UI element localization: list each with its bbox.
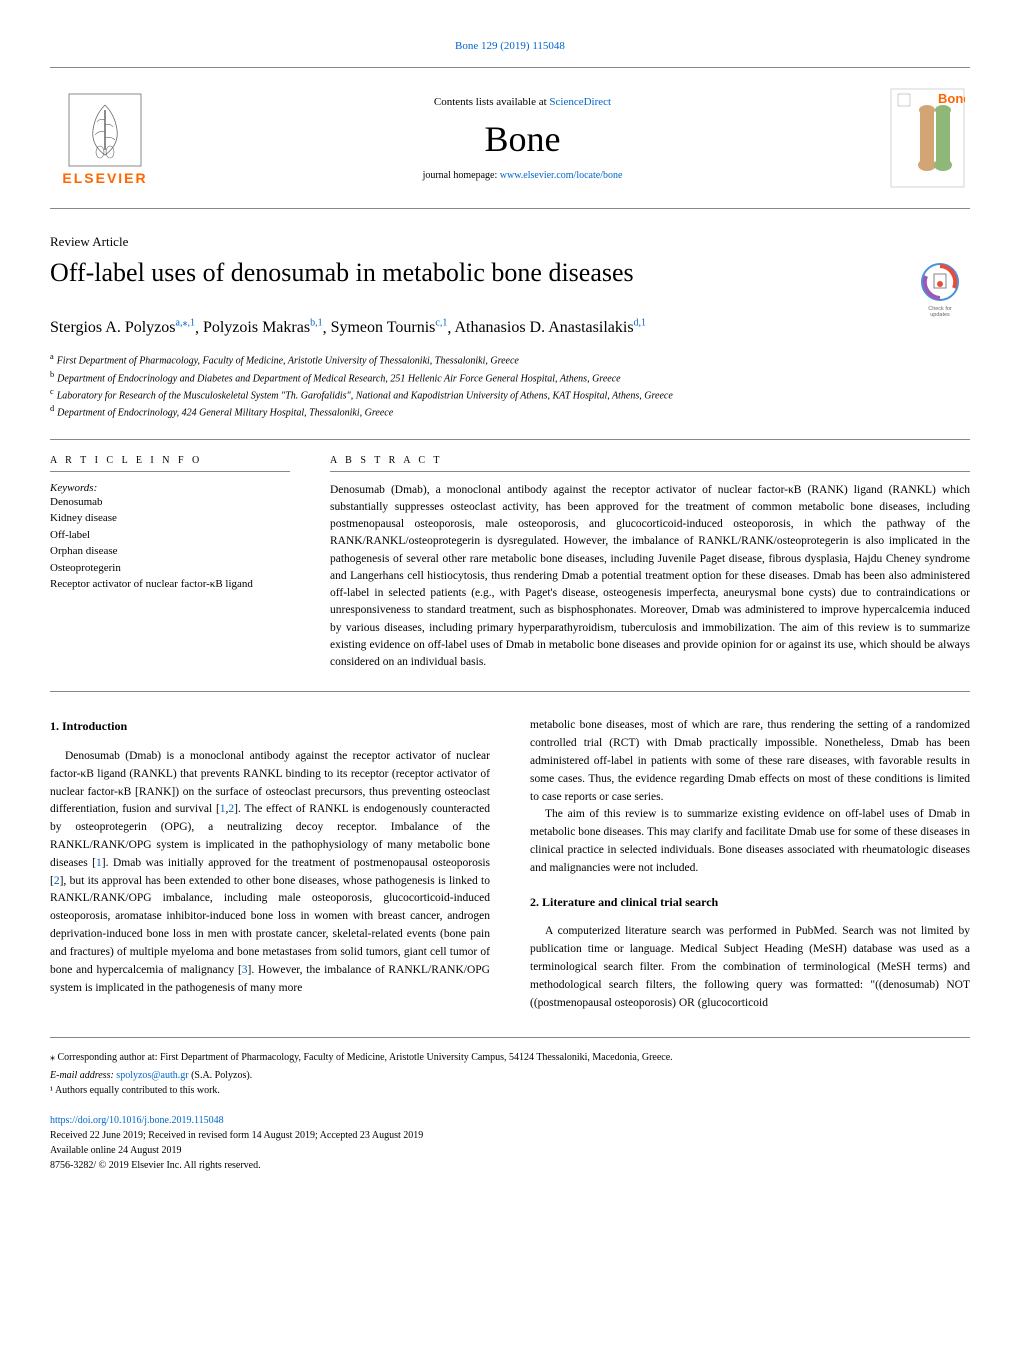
author: Symeon Tournisc,1: [331, 319, 448, 336]
keyword: Receptor activator of nuclear factor-κB …: [50, 576, 290, 593]
doi-link[interactable]: https://doi.org/10.1016/j.bone.2019.1150…: [50, 1115, 224, 1126]
bone-cover-icon: Bone: [890, 88, 965, 188]
info-abstract-row: A R T I C L E I N F O Keywords: Denosuma…: [50, 455, 970, 672]
homepage-prefix: journal homepage:: [423, 170, 500, 181]
contents-line: Contents lists available at ScienceDirec…: [160, 96, 885, 108]
keywords-list: Denosumab Kidney disease Off-label Orpha…: [50, 494, 290, 593]
doi-line: https://doi.org/10.1016/j.bone.2019.1150…: [50, 1113, 970, 1128]
author-list: Stergios A. Polyzosa,⁎,1, Polyzois Makra…: [50, 318, 970, 337]
author: Polyzois Makrasb,1: [203, 319, 323, 336]
sciencedirect-link[interactable]: ScienceDirect: [549, 96, 611, 108]
copyright-line: 8756-3282/ © 2019 Elsevier Inc. All righ…: [50, 1158, 970, 1173]
masthead-center: Contents lists available at ScienceDirec…: [160, 96, 885, 181]
body-paragraph: A computerized literature search was per…: [530, 923, 970, 1012]
affiliation: bDepartment of Endocrinology and Diabete…: [50, 370, 970, 384]
ref-link[interactable]: 2: [54, 875, 60, 887]
author: Stergios A. Polyzosa,⁎,1: [50, 319, 195, 336]
email-link[interactable]: spolyzos@auth.gr: [116, 1070, 188, 1081]
issue-link[interactable]: Bone 129 (2019) 115048: [455, 40, 565, 52]
ref-link[interactable]: 1: [220, 803, 226, 815]
section-heading: 1. Introduction: [50, 717, 490, 736]
body-column-left: 1. Introduction Denosumab (Dmab) is a mo…: [50, 717, 490, 1012]
article-info-heading: A R T I C L E I N F O: [50, 455, 290, 466]
elsevier-tree-icon: [65, 90, 145, 170]
article-info-box: A R T I C L E I N F O Keywords: Denosuma…: [50, 455, 290, 672]
corresponding-author: ⁎ Corresponding author at: First Departm…: [50, 1050, 970, 1065]
body-paragraph: metabolic bone diseases, most of which a…: [530, 717, 970, 806]
elsevier-label: ELSEVIER: [62, 170, 147, 186]
abstract-text: Denosumab (Dmab), a monoclonal antibody …: [330, 482, 970, 672]
body-paragraph: The aim of this review is to summarize e…: [530, 806, 970, 877]
affiliation: aFirst Department of Pharmacology, Facul…: [50, 352, 970, 366]
ref-link[interactable]: 1: [96, 857, 102, 869]
affiliation: cLaboratory for Research of the Musculos…: [50, 387, 970, 401]
keyword: Off-label: [50, 527, 290, 544]
body-columns: 1. Introduction Denosumab (Dmab) is a mo…: [50, 717, 970, 1012]
check-updates-icon: Check for updates: [910, 258, 970, 318]
svg-text:updates: updates: [930, 312, 950, 318]
check-updates-badge[interactable]: Check for updates: [910, 258, 970, 318]
article-title: Off-label uses of denosumab in metabolic…: [50, 258, 910, 288]
contents-prefix: Contents lists available at: [434, 96, 549, 108]
keyword: Osteoprotegerin: [50, 560, 290, 577]
footer-section: ⁎ Corresponding author at: First Departm…: [50, 1037, 970, 1173]
email-author: (S.A. Polyzos).: [189, 1070, 253, 1081]
equal-contribution-note: ¹ Authors equally contributed to this wo…: [50, 1083, 970, 1098]
journal-cover: Bone: [885, 83, 970, 193]
received-line: Received 22 June 2019; Received in revis…: [50, 1128, 970, 1143]
email-label: E-mail address:: [50, 1070, 116, 1081]
divider: [50, 691, 970, 692]
body-paragraph: Denosumab (Dmab) is a monoclonal antibod…: [50, 748, 490, 997]
keyword: Orphan disease: [50, 543, 290, 560]
affiliation: dDepartment of Endocrinology, 424 Genera…: [50, 404, 970, 418]
divider: [50, 439, 970, 440]
header-top-link: Bone 129 (2019) 115048: [50, 40, 970, 52]
ref-link[interactable]: 2: [228, 803, 234, 815]
homepage-link[interactable]: www.elsevier.com/locate/bone: [500, 170, 623, 181]
elsevier-logo: ELSEVIER: [50, 83, 160, 193]
keywords-label: Keywords:: [50, 482, 290, 494]
body-column-right: metabolic bone diseases, most of which a…: [530, 717, 970, 1012]
section-heading: 2. Literature and clinical trial search: [530, 893, 970, 912]
masthead: ELSEVIER Contents lists available at Sci…: [50, 67, 970, 209]
ref-link[interactable]: 3: [242, 964, 248, 976]
available-line: Available online 24 August 2019: [50, 1143, 970, 1158]
divider: [330, 471, 970, 472]
email-line: E-mail address: spolyzos@auth.gr (S.A. P…: [50, 1068, 970, 1083]
abstract-box: A B S T R A C T Denosumab (Dmab), a mono…: [330, 455, 970, 672]
article-type: Review Article: [50, 234, 970, 250]
abstract-heading: A B S T R A C T: [330, 455, 970, 466]
bone-cover-text: Bone: [938, 91, 965, 106]
author: Athanasios D. Anastasilakisd,1: [454, 319, 646, 336]
divider: [50, 471, 290, 472]
keyword: Kidney disease: [50, 510, 290, 527]
homepage-line: journal homepage: www.elsevier.com/locat…: [160, 170, 885, 181]
journal-name: Bone: [160, 118, 885, 160]
keyword: Denosumab: [50, 494, 290, 511]
paragraph-text: Denosumab (Dmab) is a monoclonal antibod…: [50, 750, 490, 994]
